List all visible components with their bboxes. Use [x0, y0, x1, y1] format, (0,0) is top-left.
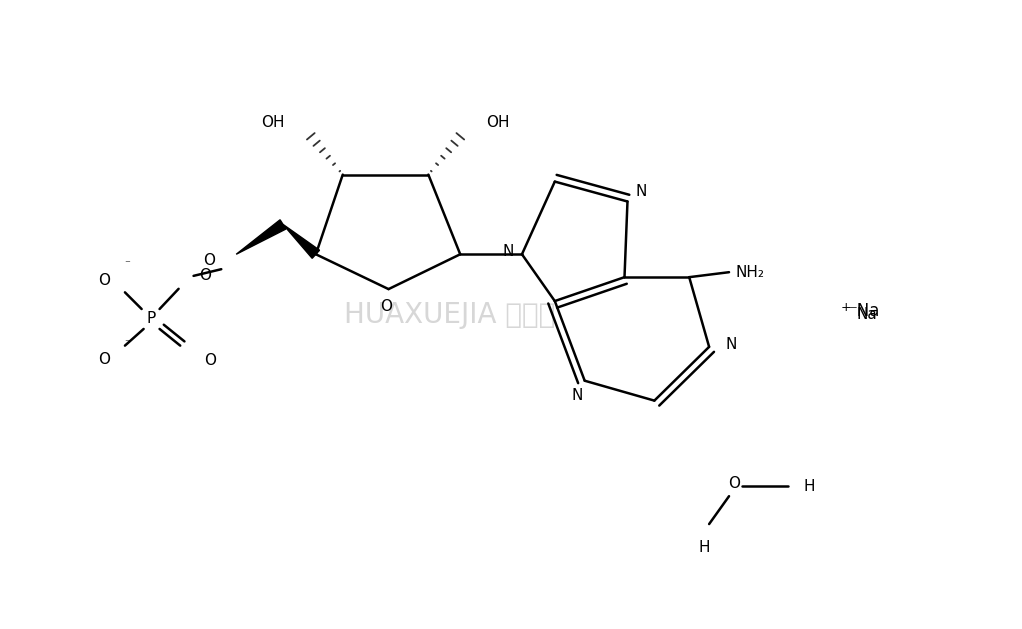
Text: O: O [728, 476, 740, 491]
Text: OH: OH [486, 115, 510, 130]
Text: O: O [380, 299, 392, 313]
Text: N: N [636, 184, 647, 199]
Polygon shape [283, 225, 320, 259]
Text: H: H [698, 540, 710, 555]
Text: Na: Na [856, 306, 877, 321]
Text: H: H [804, 479, 816, 494]
Text: O: O [98, 273, 110, 288]
Text: N: N [503, 244, 514, 259]
Text: ⁻Na: ⁻Na [848, 302, 880, 320]
Text: O: O [204, 353, 216, 368]
Text: N: N [725, 337, 737, 352]
Polygon shape [236, 220, 286, 254]
Text: O: O [199, 269, 212, 284]
Text: NH₂: NH₂ [735, 265, 764, 280]
Text: ⁻: ⁻ [124, 338, 130, 348]
Text: HUAXUEJIA 化学加: HUAXUEJIA 化学加 [344, 301, 556, 328]
Text: ⁻: ⁻ [124, 259, 130, 269]
Text: OH: OH [262, 115, 285, 130]
Text: O: O [98, 352, 110, 367]
Text: P: P [147, 311, 156, 326]
Text: N: N [571, 388, 583, 403]
Text: +: + [840, 301, 851, 313]
Text: O: O [203, 253, 216, 268]
